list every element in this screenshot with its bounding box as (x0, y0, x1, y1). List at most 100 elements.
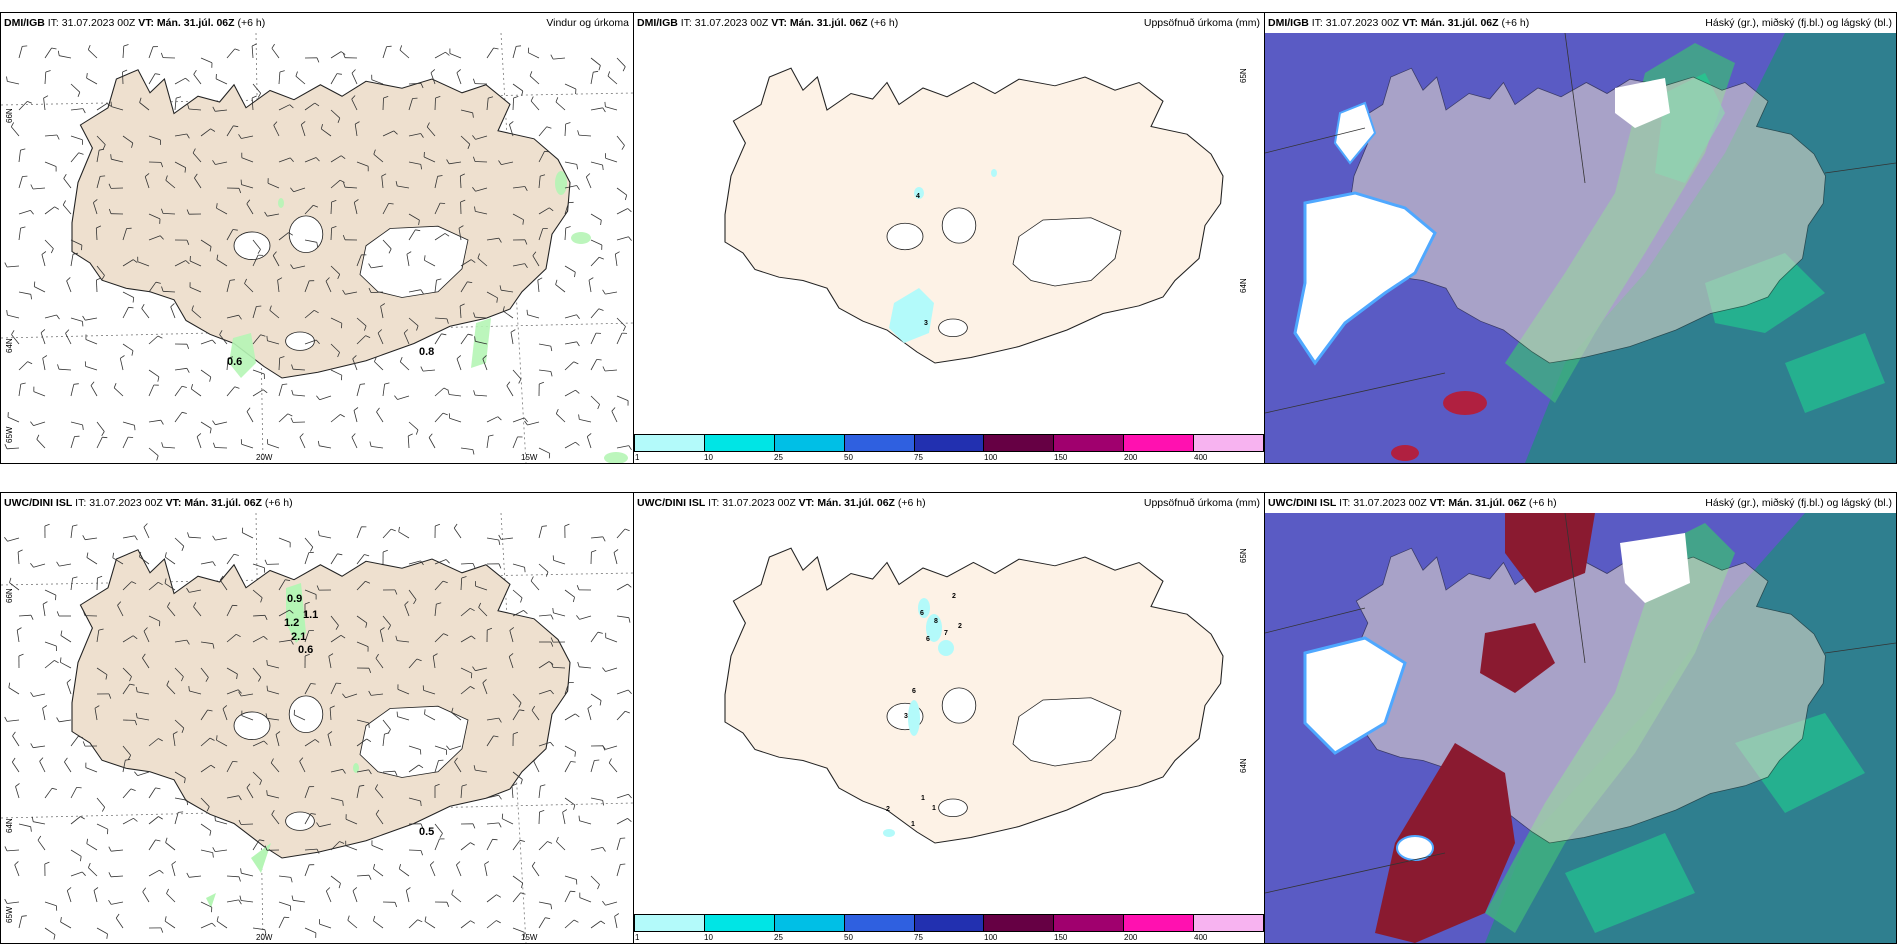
wind-barb (371, 79, 384, 85)
wind-barb-feather (575, 713, 580, 718)
wind-barb (356, 335, 366, 345)
model-name: DMI/IGB (1268, 17, 1309, 29)
wind-barb-feather (164, 916, 167, 922)
wind-barb (70, 317, 83, 322)
wind-barb (449, 417, 462, 423)
wind-barb (7, 901, 20, 904)
wind-barb-feather (520, 597, 523, 603)
wind-barb (110, 875, 124, 878)
wind-barb (408, 764, 420, 773)
wind-barb (252, 839, 260, 851)
wind-barb-feather (239, 895, 242, 901)
wind-barb (434, 280, 437, 293)
colorbar-ticks: 1 10 25 50 75 100 150 200 400 (634, 933, 1264, 943)
wind-barb-feather (602, 745, 606, 750)
wind-barb (509, 630, 514, 643)
wind-barb-feather (627, 583, 632, 588)
wind-barb-feather (374, 784, 379, 789)
wind-barb (192, 152, 202, 163)
wind-barb (271, 814, 280, 825)
wind-barb (486, 291, 498, 299)
wind-barb (330, 615, 339, 626)
wind-barb (475, 211, 488, 215)
wind-barb (141, 308, 150, 319)
wind-barb (278, 413, 289, 423)
wind-barb (486, 537, 499, 541)
wind-barb-feather (337, 352, 340, 358)
wind-barb (556, 413, 566, 423)
wind-barb (616, 818, 628, 825)
wind-barb (501, 289, 514, 293)
wind-barb-feather (9, 577, 12, 583)
wind-barb-feather (539, 381, 545, 385)
wind-barb-feather (443, 633, 449, 636)
wind-barb-feather (131, 350, 134, 356)
wind-barb (330, 369, 342, 376)
wind-barb (553, 57, 566, 60)
wind-barb-feather (408, 433, 413, 437)
wind-barb (113, 387, 124, 397)
wind-barb-feather (110, 101, 112, 107)
wind-barb (512, 771, 523, 780)
wind-barb-feather (238, 899, 242, 905)
wind-barb-feather (86, 73, 88, 79)
wind-barb (530, 100, 540, 111)
wind-barb (174, 537, 185, 547)
wind-barb (449, 745, 462, 750)
precip-colorbar (634, 914, 1264, 932)
wind-barb-feather (384, 382, 390, 385)
wind-barb (451, 894, 462, 903)
wind-barb (162, 446, 176, 449)
colorbar-seg-8 (1124, 434, 1195, 452)
wind-barb-feather (498, 794, 502, 800)
wind-barb-feather (132, 259, 138, 263)
wind-barb-feather (519, 839, 525, 842)
wind-barb (434, 580, 444, 591)
wind-barb (191, 309, 202, 319)
wind-barb (616, 208, 628, 215)
wind-barb (44, 134, 58, 137)
wind-barb (39, 761, 46, 773)
wind-barb-feather (446, 159, 450, 165)
wind-barb-feather (166, 680, 170, 686)
colorbar-tick: 1 (635, 933, 640, 942)
wind-barb (482, 358, 488, 371)
wind-barb-feather (430, 69, 436, 74)
wind-barb-feather (497, 416, 502, 421)
wind-barb (85, 767, 98, 773)
wind-barb (616, 57, 626, 67)
wind-barb-feather (18, 653, 24, 657)
wind-barb-feather (326, 887, 331, 892)
wind-barb-feather (159, 869, 164, 874)
wind-barb-feather (272, 251, 277, 256)
precip-value: 6 (920, 610, 924, 617)
wind-barb (475, 585, 488, 591)
wind-barb (44, 206, 55, 215)
wind-barb-feather (570, 890, 576, 893)
wind-barb (251, 45, 254, 59)
wind-barb-feather (100, 175, 106, 177)
wind-barb (241, 693, 254, 697)
wind-barb (293, 899, 306, 903)
wind-barb (252, 306, 257, 319)
init-time: 31.07.2023 00Z (1353, 497, 1427, 509)
wind-barb (382, 384, 385, 397)
wind-barb (267, 443, 280, 449)
colorbar-seg-2 (704, 434, 775, 452)
wind-barb-feather (209, 246, 212, 252)
wind-barb (486, 717, 499, 721)
wind-barb (538, 786, 541, 799)
wind-barb-feather (472, 135, 476, 140)
init-label: IT: (47, 17, 59, 29)
wind-barb-feather (33, 281, 36, 287)
wind-barb-feather (482, 355, 487, 360)
wind-barb (200, 849, 213, 853)
wind-barb (18, 228, 21, 241)
wind-barb (408, 289, 421, 293)
valid-time: VT: Mán. 31.júl. 06Z (798, 497, 895, 509)
wind-barb (426, 126, 436, 137)
wind-barb-feather (240, 868, 242, 874)
wind-barb-feather (384, 732, 390, 735)
wind-barb-feather (60, 657, 62, 663)
wind-barb (532, 255, 540, 267)
